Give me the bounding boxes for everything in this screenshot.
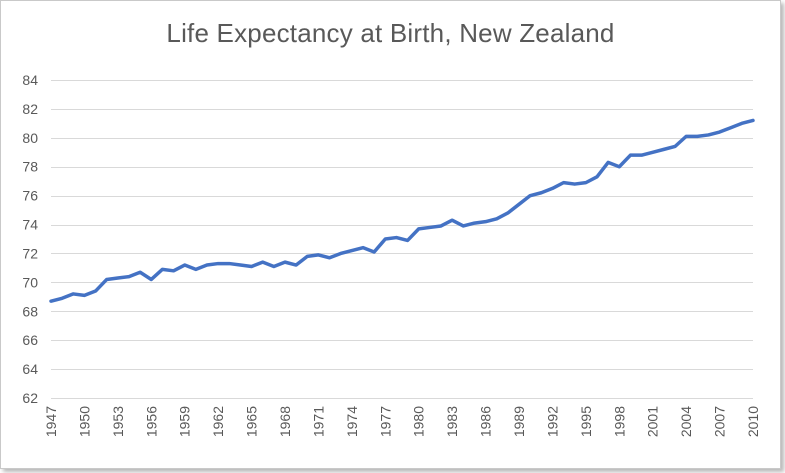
x-tick-label: 1992 xyxy=(544,406,560,437)
series-group xyxy=(49,118,755,303)
x-tick-label: 1956 xyxy=(143,406,159,437)
x-axis-tick-labels: 1947 1950 1953 1956 1959 1962 1965 1968 1971 1974… xyxy=(43,406,761,437)
x-tick-label: 1989 xyxy=(511,406,527,437)
x-tick-label: 1995 xyxy=(578,406,594,437)
chart-title: Life Expectancy at Birth, New Zealand xyxy=(166,18,615,48)
x-tick-label: 1947 xyxy=(43,406,59,437)
x-tick-label: 1962 xyxy=(210,406,226,437)
gridlines xyxy=(51,80,753,370)
life-expectancy-line xyxy=(49,118,755,303)
x-tick-label: 2007 xyxy=(712,406,728,437)
x-tick-label: 1959 xyxy=(177,406,193,437)
y-tick-label: 84 xyxy=(22,72,38,88)
y-tick-label: 70 xyxy=(22,274,38,290)
x-tick-label: 1974 xyxy=(344,406,360,437)
y-tick-label: 80 xyxy=(22,130,38,146)
y-tick-label: 72 xyxy=(22,245,38,261)
x-tick-label: 1950 xyxy=(76,406,92,437)
y-tick-label: 66 xyxy=(22,332,38,348)
y-tick-label: 76 xyxy=(22,188,38,204)
x-tick-label: 1983 xyxy=(444,406,460,437)
x-tick-label: 2010 xyxy=(745,406,761,437)
x-tick-label: 1953 xyxy=(110,406,126,437)
x-tick-label: 1986 xyxy=(478,406,494,437)
y-tick-label: 64 xyxy=(22,361,38,377)
y-tick-label: 78 xyxy=(22,159,38,175)
x-tick-label: 1965 xyxy=(244,406,260,437)
x-tick-label: 1998 xyxy=(611,406,627,437)
x-tick-label: 1980 xyxy=(411,406,427,437)
y-tick-label: 74 xyxy=(22,217,38,233)
y-tick-label: 68 xyxy=(22,303,38,319)
y-tick-label: 62 xyxy=(22,390,38,406)
x-tick-label: 1971 xyxy=(310,406,326,437)
y-tick-label: 82 xyxy=(22,101,38,117)
x-tick-label: 2001 xyxy=(645,406,661,437)
x-tick-label: 2004 xyxy=(678,406,694,437)
y-axis-tick-labels: 62 64 66 68 70 72 74 76 78 80 82 84 xyxy=(22,72,38,406)
x-tick-label: 1968 xyxy=(277,406,293,437)
x-tick-label: 1977 xyxy=(377,406,393,437)
